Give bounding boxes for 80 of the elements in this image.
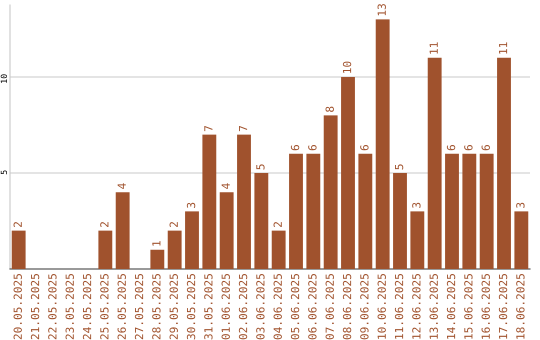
data-label: 6 xyxy=(308,145,317,150)
data-label: 8 xyxy=(326,106,334,112)
bar xyxy=(168,230,182,269)
data-label: 6 xyxy=(290,145,300,150)
x-tick-label: 08.06.2025 xyxy=(342,274,352,340)
data-label: 3 xyxy=(186,202,196,208)
data-label: 3 xyxy=(516,202,525,208)
data-label: 6 xyxy=(482,145,490,150)
x-tick-label: 18.06.2025 xyxy=(516,274,525,339)
x-tick-label: 04.06.2025 xyxy=(274,274,282,340)
bar xyxy=(254,173,268,269)
bar xyxy=(514,211,528,269)
bar xyxy=(220,192,234,269)
x-tick-label: 06.06.2025 xyxy=(308,274,317,340)
data-label: 7 xyxy=(238,126,248,132)
bar xyxy=(497,58,511,269)
bar xyxy=(462,154,476,269)
x-tick-label: 11.06.2025 xyxy=(394,274,404,339)
bar xyxy=(358,154,372,269)
bar xyxy=(445,154,459,269)
x-tick-label: 07.06.2025 xyxy=(326,274,334,340)
bar xyxy=(341,77,355,269)
x-tick-label: 28.05.2025 xyxy=(152,274,161,340)
x-tick-label: 30.05.2025 xyxy=(186,274,196,340)
x-tick-label: 14.06.2025 xyxy=(446,274,456,339)
bar xyxy=(410,211,424,269)
x-tick-label: 02.06.2025 xyxy=(238,274,248,340)
bar xyxy=(376,19,390,269)
data-label: 1 xyxy=(152,241,160,246)
x-tick-label: 09.06.2025 xyxy=(360,274,369,340)
data-label: 4 xyxy=(222,183,230,189)
x-tick-label: 29.05.2025 xyxy=(170,274,178,340)
x-tick-label: 25.05.2025 xyxy=(100,274,109,340)
data-label: 11 xyxy=(430,42,438,54)
x-tick-label: 03.06.2025 xyxy=(256,274,265,340)
x-tick-label: 17.06.2025 xyxy=(498,274,508,339)
data-label: 2 xyxy=(170,222,178,227)
x-tick-label: 13.06.2025 xyxy=(430,274,438,339)
x-tick-label: 10.06.2025 xyxy=(378,274,386,339)
bar xyxy=(480,154,494,269)
data-label: 6 xyxy=(446,145,456,150)
data-label: 2 xyxy=(100,222,108,227)
x-tick-label: 31.05.2025 xyxy=(204,274,213,340)
x-tick-label: 21.05.2025 xyxy=(30,274,40,340)
x-tick-label: 22.05.2025 xyxy=(48,274,57,340)
bar xyxy=(324,115,338,269)
bar xyxy=(150,250,164,269)
x-tick-label: 27.05.2025 xyxy=(134,274,144,340)
x-tick-label: 23.05.2025 xyxy=(66,274,74,340)
bar xyxy=(237,134,251,269)
bar xyxy=(12,230,26,269)
data-label: 11 xyxy=(498,42,508,54)
x-tick-label: 20.05.2025 xyxy=(14,274,22,340)
data-label: 6 xyxy=(360,145,369,150)
bar xyxy=(272,230,286,269)
x-tick-label: 15.06.2025 xyxy=(464,274,473,339)
data-label: 5 xyxy=(256,164,265,170)
data-label: 7 xyxy=(204,126,212,132)
bar xyxy=(116,192,130,269)
x-tick-label: 26.05.2025 xyxy=(118,274,126,340)
bar xyxy=(428,58,442,269)
x-tick-label: 05.06.2025 xyxy=(290,274,300,340)
data-label: 2 xyxy=(14,222,22,227)
data-label: 6 xyxy=(464,145,473,150)
data-label: 10 xyxy=(342,62,352,73)
bar xyxy=(306,154,320,269)
data-label: 2 xyxy=(274,222,282,227)
data-label: 4 xyxy=(118,183,126,189)
bar xyxy=(202,134,216,269)
bar xyxy=(185,211,199,269)
data-label: 5 xyxy=(394,164,404,170)
x-tick-label: 12.06.2025 xyxy=(412,274,421,339)
data-label: 13 xyxy=(378,4,386,16)
x-tick-label: 24.05.2025 xyxy=(82,274,92,340)
data-label: 3 xyxy=(412,202,421,208)
x-tick-label: 01.06.2025 xyxy=(222,274,230,340)
bar xyxy=(98,230,112,269)
x-tick-label: 16.06.2025 xyxy=(482,274,490,339)
bar xyxy=(289,154,303,269)
bar xyxy=(393,173,407,269)
